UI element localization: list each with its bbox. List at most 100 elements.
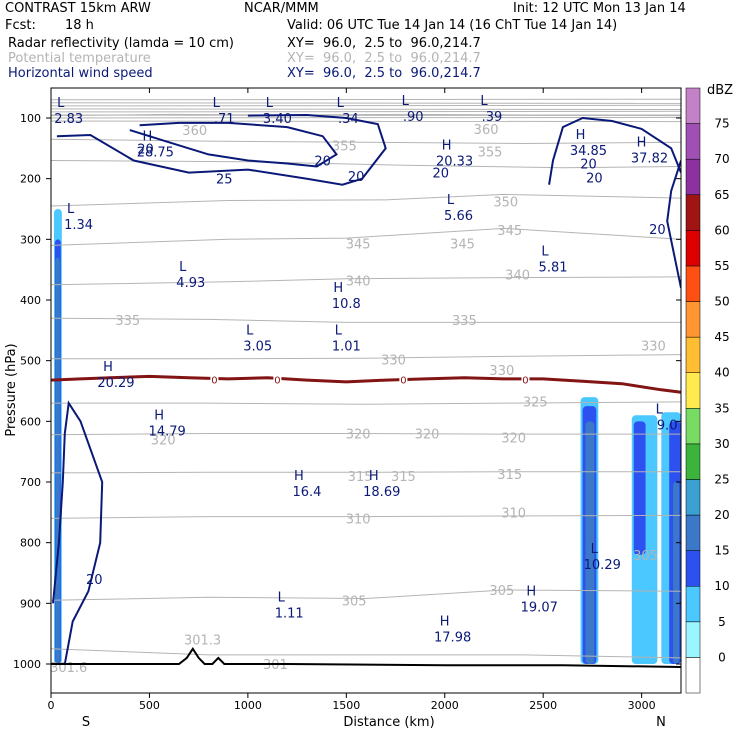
valid-time: Valid: 06 UTC Tue 14 Jan 14 (16 ChT Tue …: [287, 18, 618, 33]
colorbar-tick-label: 20: [714, 508, 729, 522]
freezing-level-label: 0: [400, 375, 406, 386]
theta-contour-360: [51, 138, 681, 145]
freezing-label-bg: [521, 373, 530, 386]
colorbar-tick-label: 35: [714, 401, 729, 415]
terrain: [51, 646, 682, 668]
y-tick-label: 100: [20, 112, 41, 125]
extremum-value: 28.75: [137, 145, 174, 160]
y-tick-label: 600: [20, 415, 41, 428]
extremum-value: .34: [338, 112, 359, 127]
extremum-type: H: [294, 469, 304, 484]
theta-contour-340: [51, 276, 681, 286]
extremum-value: 1.11: [275, 606, 304, 621]
extremum-type: L: [67, 202, 75, 217]
colorbar-unit: dBZ: [707, 83, 733, 98]
field-xy-wind: XY= 96.0, 2.5 to 96.0,214.7: [287, 66, 481, 81]
extremum-value: 3.40: [263, 112, 292, 127]
extremum-value: 5.66: [444, 209, 473, 224]
x-tick-label: 0: [48, 699, 55, 712]
freezing-level-line: [50, 374, 682, 394]
theta-label: 330: [489, 364, 514, 379]
theta-label: 301: [263, 658, 288, 673]
colorbar-tick-label: 10: [714, 579, 729, 593]
theta-contour-335: [51, 317, 681, 323]
extremum-type: L: [480, 94, 488, 109]
theta-label: 305: [633, 549, 658, 564]
freezing-level-label: 0: [211, 375, 217, 386]
x-tick-label: 500: [139, 699, 160, 712]
colorbar-tick-label: 45: [714, 330, 729, 344]
colorbar-swatch: [685, 372, 701, 409]
theta-label: 350: [493, 196, 518, 211]
extremum-value: 1.34: [64, 218, 93, 233]
extremum-type: H: [440, 615, 450, 630]
wind-label: 20: [649, 223, 666, 238]
theta-label: 320: [346, 427, 371, 442]
colorbar-swatch: [685, 194, 701, 231]
theta-contour-345: [51, 227, 681, 246]
theta-label: 320: [415, 427, 440, 442]
x-axis-label: Distance (km): [343, 715, 434, 730]
extremum-value: .71: [214, 112, 235, 127]
wind-contour-20: [666, 160, 681, 289]
extremum-type: H: [142, 129, 152, 144]
extremum-value: 10.8: [332, 297, 361, 312]
colorbar-tick-label: 40: [714, 366, 729, 380]
colorbar-tick-label: 15: [714, 544, 729, 558]
colorbar-swatch: [685, 621, 701, 658]
field-name-reflectivity: Radar reflectivity (lamda = 10 cm): [8, 36, 234, 51]
theta-contour-301: [51, 648, 681, 659]
extremum-value: 34.85: [570, 144, 607, 159]
colorbar: 0 5 10 15 20 25 30 35 40 45 50 55 60 65 70 75: [685, 87, 730, 694]
theta-contour-330: [51, 354, 681, 360]
colorbar-swatch: [685, 158, 701, 196]
theta-contour-upper: [51, 114, 681, 117]
colorbar-swatch: [685, 550, 701, 587]
y-tick-label: 900: [20, 597, 41, 610]
x-tick-label: 1000: [234, 699, 262, 712]
theta-label: 345: [450, 238, 475, 253]
wind-contour-20: [52, 400, 104, 665]
theta-label: 325: [523, 395, 548, 410]
extremum-value: 18.69: [363, 485, 400, 500]
theta-contours: 360 360 355 355 350 345 345 345 340 340 335 335 330 3…: [51, 98, 681, 676]
colorbar-swatch: [685, 585, 701, 623]
colorbar-tick-label: 65: [714, 188, 729, 202]
colorbar-swatch: [685, 408, 701, 445]
extremum-type: L: [57, 96, 65, 111]
theta-label: 315: [348, 470, 373, 485]
colorbar-tick-label: 25: [714, 472, 729, 486]
y-tick-label: 300: [20, 233, 41, 246]
reflectivity-shading: [53, 209, 681, 665]
wind-label: 20: [137, 142, 154, 157]
y-tick-label: 1000: [13, 658, 41, 671]
reflectivity-cell: [633, 421, 646, 555]
extremum-type: L: [213, 96, 221, 111]
colorbar-swatch: [685, 230, 701, 267]
colorbar-tick-label: 30: [714, 437, 729, 451]
y-axis-label: Pressure (hPa): [4, 343, 19, 436]
theta-label: 360: [474, 123, 499, 138]
colorbar-swatch: [685, 265, 701, 302]
organization-label: NCAR/MMM: [244, 1, 319, 16]
axes: 0 500 1000 1500 2000 2500 30001002003004005006…: [13, 88, 681, 712]
colorbar-tick-label: 0: [718, 650, 726, 664]
theta-label: 305: [342, 594, 367, 609]
theta-contour-upper: [51, 104, 681, 107]
extremum-value: 20.33: [436, 154, 473, 169]
theta-label: 310: [346, 512, 371, 527]
colorbar-swatch: [685, 479, 701, 516]
extremum-value: 10.29: [584, 558, 621, 573]
theta-label: 345: [497, 224, 522, 239]
y-tick-label: 500: [20, 355, 41, 368]
x-left-end-label: S: [82, 715, 90, 730]
freezing-level-label: 0: [274, 375, 280, 386]
extremum-value: 17.98: [434, 631, 471, 646]
extremum-value: .90: [403, 110, 424, 125]
extremum-value: 2.83: [54, 112, 83, 127]
init-time: Init: 12 UTC Mon 13 Jan 14: [513, 1, 686, 16]
x-tick-label: 2500: [529, 699, 557, 712]
wind-label: 20: [314, 154, 331, 169]
extremum-type: H: [369, 469, 379, 484]
theta-label: 340: [346, 275, 371, 290]
